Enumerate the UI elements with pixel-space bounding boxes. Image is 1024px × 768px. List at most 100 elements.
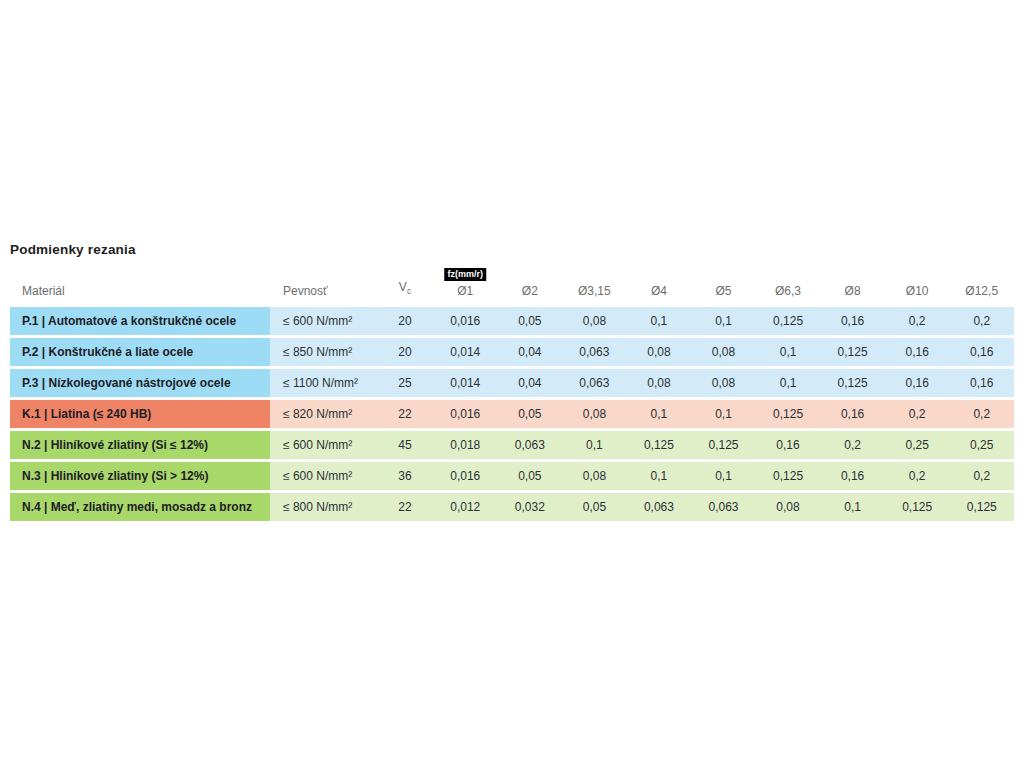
strength-cell: ≤ 820 N/mm² [270, 400, 377, 428]
fz-value-cell: 0,08 [562, 400, 627, 428]
fz-value-cell: 0,2 [949, 400, 1014, 428]
column-header-d8: Ø8 [820, 284, 885, 298]
column-header-d5: Ø5 [691, 284, 756, 298]
fz-value-cell: 0,2 [885, 400, 950, 428]
fz-value-cell: 0,08 [691, 338, 756, 366]
fz-value-cell: 0,16 [949, 338, 1014, 366]
strength-cell: ≤ 600 N/mm² [270, 431, 377, 459]
table-row: N.3 | Hliníkové zliatiny (Si > 12%) ≤ 60… [10, 462, 1014, 490]
fz-value-cell: 0,25 [949, 431, 1014, 459]
fz-value-cell: 0,16 [885, 369, 950, 397]
fz-value-cell: 0,2 [949, 462, 1014, 490]
fz-value-cell: 0,1 [562, 431, 627, 459]
fz-value-cell: 0,125 [627, 431, 692, 459]
fz-value-cell: 0,08 [756, 493, 821, 521]
fz-value-cell: 0,2 [949, 307, 1014, 335]
strength-cell: ≤ 800 N/mm² [270, 493, 377, 521]
vc-cell: 45 [377, 431, 433, 459]
column-header-d6-3: Ø6,3 [756, 284, 821, 298]
table-row: N.2 | Hliníkové zliatiny (Si ≤ 12%) ≤ 60… [10, 431, 1014, 459]
table-body: P.1 | Automatové a konštrukčné ocele ≤ 6… [10, 307, 1014, 521]
strength-cell: ≤ 600 N/mm² [270, 462, 377, 490]
fz-value-cell: 0,16 [820, 307, 885, 335]
fz-value-cell: 0,08 [627, 338, 692, 366]
fz-value-cell: 0,1 [691, 462, 756, 490]
table-header-row: Materiál Pevnosť Vc fz(mm/r) Ø1 Ø2 Ø3,15… [10, 262, 1014, 298]
vc-cell: 20 [377, 338, 433, 366]
vc-label: V [399, 280, 407, 294]
fz-unit-badge: fz(mm/r) [445, 268, 487, 281]
strength-cell: ≤ 1100 N/mm² [270, 369, 377, 397]
fz-value-cell: 0,2 [820, 431, 885, 459]
fz-value-cell: 0,063 [498, 431, 563, 459]
vc-cell: 20 [377, 307, 433, 335]
fz-value-cell: 0,063 [562, 369, 627, 397]
fz-value-cell: 0,05 [498, 307, 563, 335]
column-header-d3-15: Ø3,15 [562, 284, 627, 298]
fz-value-cell: 0,08 [562, 307, 627, 335]
fz-value-cell: 0,05 [498, 400, 563, 428]
vc-subscript: c [407, 286, 411, 296]
fz-value-cell: 0,063 [562, 338, 627, 366]
fz-value-cell: 0,04 [498, 338, 563, 366]
fz-value-cell: 0,032 [498, 493, 563, 521]
fz-value-cell: 0,125 [885, 493, 950, 521]
fz-value-cell: 0,125 [756, 400, 821, 428]
material-cell: N.4 | Meď, zliatiny medi, mosadz a bronz [10, 493, 270, 521]
vc-cell: 36 [377, 462, 433, 490]
material-cell: K.1 | Liatina (≤ 240 HB) [10, 400, 270, 428]
d1-label: Ø1 [457, 284, 473, 298]
vc-cell: 25 [377, 369, 433, 397]
fz-value-cell: 0,014 [433, 338, 498, 366]
fz-value-cell: 0,16 [756, 431, 821, 459]
fz-value-cell: 0,1 [627, 307, 692, 335]
fz-value-cell: 0,018 [433, 431, 498, 459]
fz-value-cell: 0,16 [885, 338, 950, 366]
strength-cell: ≤ 850 N/mm² [270, 338, 377, 366]
fz-value-cell: 0,1 [691, 400, 756, 428]
table-row: P.1 | Automatové a konštrukčné ocele ≤ 6… [10, 307, 1014, 335]
vc-cell: 22 [377, 493, 433, 521]
fz-value-cell: 0,1 [756, 338, 821, 366]
fz-value-cell: 0,05 [562, 493, 627, 521]
fz-value-cell: 0,2 [885, 307, 950, 335]
fz-value-cell: 0,1 [627, 400, 692, 428]
column-header-d4: Ø4 [627, 284, 692, 298]
material-cell: P.3 | Nízkolegované nástrojové ocele [10, 369, 270, 397]
column-header-strength: Pevnosť [270, 284, 377, 298]
strength-cell: ≤ 600 N/mm² [270, 307, 377, 335]
fz-value-cell: 0,08 [562, 462, 627, 490]
table-row: P.3 | Nízkolegované nástrojové ocele ≤ 1… [10, 369, 1014, 397]
fz-value-cell: 0,2 [885, 462, 950, 490]
page-title: Podmienky rezania [10, 242, 136, 257]
material-cell: N.2 | Hliníkové zliatiny (Si ≤ 12%) [10, 431, 270, 459]
fz-value-cell: 0,1 [820, 493, 885, 521]
column-header-d1: fz(mm/r) Ø1 [433, 284, 498, 298]
table-row: K.1 | Liatina (≤ 240 HB) ≤ 820 N/mm² 22 … [10, 400, 1014, 428]
fz-value-cell: 0,125 [949, 493, 1014, 521]
table-row: N.4 | Meď, zliatiny medi, mosadz a bronz… [10, 493, 1014, 521]
fz-value-cell: 0,05 [498, 462, 563, 490]
fz-value-cell: 0,1 [691, 307, 756, 335]
fz-value-cell: 0,08 [691, 369, 756, 397]
fz-value-cell: 0,16 [820, 462, 885, 490]
column-header-d2: Ø2 [498, 284, 563, 298]
fz-value-cell: 0,1 [756, 369, 821, 397]
column-header-d10: Ø10 [885, 284, 950, 298]
fz-value-cell: 0,012 [433, 493, 498, 521]
fz-value-cell: 0,16 [949, 369, 1014, 397]
material-cell: P.1 | Automatové a konštrukčné ocele [10, 307, 270, 335]
fz-value-cell: 0,16 [820, 400, 885, 428]
fz-value-cell: 0,125 [756, 307, 821, 335]
fz-value-cell: 0,016 [433, 462, 498, 490]
fz-value-cell: 0,125 [691, 431, 756, 459]
fz-value-cell: 0,25 [885, 431, 950, 459]
fz-value-cell: 0,125 [820, 369, 885, 397]
fz-value-cell: 0,016 [433, 307, 498, 335]
fz-value-cell: 0,08 [627, 369, 692, 397]
fz-value-cell: 0,125 [820, 338, 885, 366]
fz-value-cell: 0,063 [691, 493, 756, 521]
material-cell: N.3 | Hliníkové zliatiny (Si > 12%) [10, 462, 270, 490]
column-header-d12-5: Ø12,5 [949, 284, 1014, 298]
fz-value-cell: 0,04 [498, 369, 563, 397]
